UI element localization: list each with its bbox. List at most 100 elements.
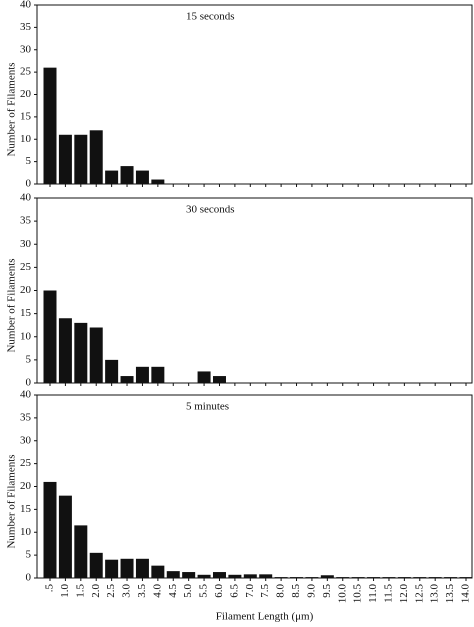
y-tick-label: 0 <box>26 377 32 389</box>
y-tick-label: 10 <box>20 133 32 145</box>
bar <box>120 376 134 383</box>
bar <box>413 577 427 578</box>
x-tick-label: 6.5 <box>228 584 240 598</box>
plot-frame <box>36 394 473 579</box>
x-axis-label: Filament Length (μm) <box>216 611 314 623</box>
bar <box>74 134 88 184</box>
bar <box>428 577 442 578</box>
bar <box>89 130 103 184</box>
bar <box>43 290 57 383</box>
bar <box>397 577 411 578</box>
y-tick-label: 30 <box>20 43 32 55</box>
bar <box>197 371 211 383</box>
x-tick-label: 12.5 <box>413 584 425 604</box>
x-tick-label: 10.0 <box>336 584 348 604</box>
x-tick-label: 5.0 <box>182 584 194 598</box>
x-tick-label: 2.0 <box>90 584 102 598</box>
bar <box>74 322 88 383</box>
bar <box>351 577 365 578</box>
bar <box>135 170 149 184</box>
x-tick-label: 13.0 <box>429 584 441 604</box>
bar <box>197 574 211 578</box>
y-tick-label: 35 <box>20 215 32 227</box>
y-tick-label: 10 <box>20 330 32 342</box>
x-tick-label: 8.0 <box>275 584 287 598</box>
y-tick-label: 40 <box>20 389 32 401</box>
y-tick-label: 15 <box>20 503 32 515</box>
bar <box>151 565 165 578</box>
x-tick-label: 13.5 <box>444 584 456 604</box>
y-tick-label: 35 <box>20 411 32 423</box>
x-tick-label: 1.0 <box>59 584 71 598</box>
y-tick-label: 35 <box>20 21 32 33</box>
bar <box>166 571 180 578</box>
bar <box>228 574 242 578</box>
x-tick-label: 7.0 <box>244 584 256 598</box>
bar <box>274 577 288 578</box>
y-tick-label: 5 <box>26 155 32 167</box>
bar <box>151 179 165 184</box>
bar <box>459 577 473 578</box>
y-tick-label: 30 <box>20 434 32 446</box>
y-tick-label: 25 <box>20 261 32 273</box>
x-tick-label: 9.5 <box>321 584 333 598</box>
x-tick-label: 4.0 <box>151 584 163 598</box>
x-tick-label: 4.5 <box>167 584 179 598</box>
y-tick-label: 0 <box>26 178 32 190</box>
y-tick-label: 20 <box>20 88 32 100</box>
bar <box>151 366 165 383</box>
x-tick-label: 11.0 <box>367 584 379 603</box>
y-tick-label: 0 <box>26 572 32 584</box>
bar <box>320 575 334 578</box>
bar <box>444 577 458 578</box>
x-tick-label: 2.5 <box>105 584 117 598</box>
y-tick-label: 20 <box>20 284 32 296</box>
x-tick-label: 11.5 <box>382 584 394 603</box>
x-tick-label: 7.5 <box>259 584 271 598</box>
y-tick-label: 10 <box>20 526 32 538</box>
bar <box>382 577 396 578</box>
bar <box>305 577 319 578</box>
y-tick-label: 30 <box>20 238 32 250</box>
bar <box>58 318 72 383</box>
bar <box>135 366 149 383</box>
x-tick-label: 5.5 <box>198 584 210 598</box>
x-tick-label: 12.0 <box>398 584 410 604</box>
y-tick-label: 5 <box>26 353 32 365</box>
y-tick-label: 25 <box>20 457 32 469</box>
bar <box>336 577 350 578</box>
bar <box>243 574 257 578</box>
x-tick-label: 1.5 <box>74 584 86 598</box>
y-tick-label: 15 <box>20 307 32 319</box>
bar <box>120 166 134 184</box>
bar <box>58 134 72 184</box>
bar <box>43 67 57 184</box>
bar <box>120 558 134 578</box>
y-axis-label: Number of Filaments <box>6 258 18 352</box>
bar <box>89 327 103 383</box>
bar <box>89 552 103 578</box>
y-tick-label: 25 <box>20 66 32 78</box>
panel-title: 30 seconds <box>186 204 235 216</box>
x-tick-label: 9.0 <box>305 584 317 598</box>
bar <box>259 574 273 578</box>
y-axis-label: Number of Filaments <box>6 62 18 156</box>
bar <box>182 572 196 578</box>
bar <box>290 577 304 578</box>
y-tick-label: 5 <box>26 549 32 561</box>
x-tick-label: 14.0 <box>460 584 472 604</box>
bar <box>212 376 226 383</box>
bar <box>135 558 149 578</box>
bar <box>367 577 381 578</box>
y-axis-label: Number of Filaments <box>6 454 18 548</box>
x-tick-label: 10.5 <box>352 584 364 604</box>
bar <box>74 525 88 578</box>
bar <box>105 170 119 184</box>
x-tick-label: 3.0 <box>121 584 133 598</box>
x-tick-label: 3.5 <box>136 584 148 598</box>
y-tick-label: 40 <box>20 192 32 204</box>
y-tick-label: 15 <box>20 110 32 122</box>
x-tick-label: .5 <box>44 584 56 593</box>
x-tick-label: 6.0 <box>213 584 225 598</box>
